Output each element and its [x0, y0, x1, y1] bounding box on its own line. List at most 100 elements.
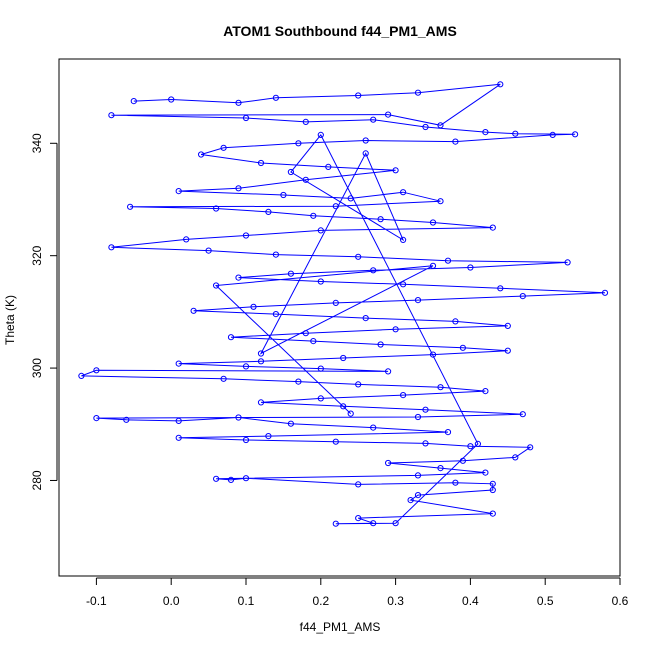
data-point — [437, 122, 444, 129]
data-point — [489, 486, 496, 494]
data-point — [287, 420, 294, 427]
data-point — [489, 224, 496, 231]
data-point — [392, 167, 399, 174]
data-point — [564, 259, 571, 266]
data-point — [280, 191, 287, 199]
data-point — [370, 424, 377, 431]
data-point — [370, 267, 377, 274]
y-tick-label: 320 — [30, 245, 44, 265]
data-point — [414, 297, 422, 304]
data-point — [467, 264, 474, 271]
data-point — [377, 216, 384, 223]
data-point — [482, 388, 489, 395]
data-point — [370, 520, 377, 527]
data-point — [347, 410, 354, 417]
data-point — [512, 130, 519, 137]
data-point — [257, 399, 265, 406]
data-point — [385, 459, 392, 467]
data-point — [227, 334, 235, 341]
data-point — [414, 413, 422, 421]
data-point — [519, 411, 526, 418]
x-tick-label: -0.1 — [86, 594, 107, 608]
data-point — [459, 457, 466, 464]
data-point — [257, 358, 265, 365]
data-point — [175, 188, 182, 195]
data-point — [482, 469, 489, 476]
data-point — [108, 244, 115, 251]
x-tick-label: 0.1 — [238, 594, 255, 608]
data-point — [601, 289, 609, 296]
data-point — [272, 251, 279, 258]
data-point — [452, 318, 459, 325]
data-point — [168, 96, 175, 103]
data-point — [497, 81, 504, 88]
data-point — [467, 443, 474, 450]
data-point — [362, 137, 369, 144]
data-point — [317, 278, 324, 285]
data-point — [444, 429, 452, 436]
data-point — [414, 89, 422, 96]
data-point — [317, 131, 324, 138]
x-tick-label: 0.6 — [612, 594, 629, 608]
data-point — [123, 416, 130, 423]
data-point — [227, 476, 235, 483]
y-axis: 280 300 320 340 — [30, 133, 58, 490]
data-point — [213, 205, 220, 212]
data-point — [489, 510, 496, 517]
data-point — [504, 322, 511, 329]
data-point — [220, 375, 227, 382]
data-point — [302, 176, 309, 183]
y-tick-label: 280 — [30, 470, 44, 490]
data-point — [93, 367, 100, 374]
data-point — [429, 262, 437, 269]
data-point — [242, 436, 250, 444]
data-point — [198, 151, 205, 158]
data-point — [385, 368, 392, 375]
data-point — [175, 360, 182, 367]
data-point — [332, 520, 339, 527]
data-point — [429, 351, 437, 358]
data-point — [355, 515, 362, 522]
data-point — [287, 270, 294, 277]
data-point — [355, 92, 362, 99]
chart-title: ATOM1 Southbound f44_PM1_AMS — [223, 23, 457, 39]
data-point — [287, 168, 294, 176]
data-point — [242, 114, 250, 122]
data-point — [108, 112, 115, 119]
data-point — [452, 479, 459, 486]
plot-frame — [58, 58, 621, 577]
data-point — [235, 99, 242, 106]
data-point — [220, 144, 227, 151]
data-point — [407, 497, 414, 504]
data-point — [272, 94, 279, 101]
data-point — [377, 341, 384, 348]
data-point — [183, 236, 190, 243]
data-point — [452, 138, 459, 145]
data-point — [302, 330, 309, 337]
x-tick-label: 0.4 — [462, 594, 479, 608]
data-point — [392, 520, 399, 527]
data-point — [385, 111, 392, 118]
data-point — [310, 212, 317, 219]
data-point — [572, 131, 579, 138]
data-point — [400, 392, 407, 399]
x-tick-label: 0.0 — [163, 594, 180, 608]
data-point — [317, 365, 324, 372]
data-point — [497, 285, 504, 292]
data-point — [340, 403, 347, 410]
data-point — [265, 208, 272, 215]
x-tick-label: 0.3 — [387, 594, 404, 608]
data-point — [355, 381, 362, 388]
data-point — [482, 129, 489, 136]
data-point — [190, 307, 197, 314]
data-point — [93, 415, 100, 422]
data-point — [489, 480, 496, 487]
data-point — [512, 454, 519, 461]
x-axis-label: f44_PM1_AMS — [300, 620, 381, 634]
data-point — [235, 274, 242, 281]
data-point — [414, 472, 422, 479]
x-tick-label: 0.2 — [312, 594, 329, 608]
data-point — [437, 465, 444, 472]
data-point — [437, 384, 444, 391]
